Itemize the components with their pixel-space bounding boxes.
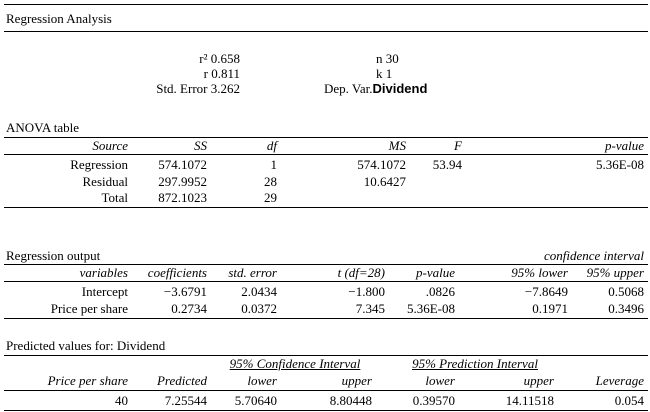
table-row-cell: 574.1072 <box>357 157 406 172</box>
table-row-cell: Regression <box>70 157 128 172</box>
table-row-cell: −7.8649 <box>524 284 568 299</box>
predicted-header-rule <box>4 390 648 391</box>
table-row-cell: 0.3496 <box>608 301 644 316</box>
table-row-cell: 0.5068 <box>608 284 644 299</box>
predicted-header-ci-lower: lower <box>247 373 277 388</box>
table-row-cell: −3.6791 <box>163 284 207 299</box>
table-row-cell: Price per share <box>50 301 128 316</box>
regression-header-variables: variables <box>79 265 128 280</box>
table-row-cell: Intercept <box>81 284 128 299</box>
r-squared: r² 0.658 <box>199 51 240 66</box>
predicted-bottom-rule <box>4 410 648 411</box>
table-row-cell: 1 <box>270 157 278 172</box>
confidence-interval-heading: 95% Confidence Interval <box>229 356 361 371</box>
table-row-cell: Total <box>101 190 128 205</box>
prediction-interval-heading: 95% Prediction Interval <box>412 356 538 371</box>
regression-bottom-rule <box>4 318 648 319</box>
regression-header-95-upper: 95% upper <box>586 265 644 280</box>
table-row-cell: 8.80448 <box>329 393 372 408</box>
title-rule <box>4 31 648 32</box>
table-row-cell: 14.11518 <box>505 393 554 408</box>
table-row-cell: 40 <box>115 393 128 408</box>
std-error: Std. Error 3.262 <box>156 81 240 96</box>
table-row-cell: 10.6427 <box>363 174 406 189</box>
anova-header-f: F <box>454 138 462 153</box>
predicted-header-price: Price per share <box>47 373 128 388</box>
dep-var-value: Dividend <box>372 81 428 96</box>
anova-header-ms: MS <box>388 138 406 153</box>
regression-header-coefficients: coefficients <box>147 265 207 280</box>
predicted-header-pi-upper: upper <box>523 373 554 388</box>
regression-header-std-error: std. error <box>228 265 277 280</box>
table-row-cell: 0.054 <box>614 393 644 408</box>
table-row-cell: 574.1072 <box>158 157 207 172</box>
table-row-cell: 0.1971 <box>532 301 568 316</box>
table-row-cell: 7.25544 <box>164 393 207 408</box>
anova-header-pvalue: p-value <box>605 138 644 153</box>
table-row-cell: 5.36E-08 <box>406 301 455 316</box>
table-row-cell: 5.36E-08 <box>595 157 644 172</box>
confidence-interval-label: confidence interval <box>544 248 644 263</box>
predicted-header-leverage: Leverage <box>595 373 644 388</box>
table-row-cell: 297.9952 <box>158 174 207 189</box>
table-row-cell: .0826 <box>425 284 455 299</box>
table-row-cell: 0.2734 <box>171 301 207 316</box>
predicted-header-predicted: Predicted <box>156 373 207 388</box>
anova-header-source: Source <box>92 138 128 153</box>
predicted-header-pi-lower: lower <box>425 373 455 388</box>
dep-var: Dep. Var.Dividend <box>324 81 427 96</box>
table-row-cell: 872.1023 <box>158 190 207 205</box>
table-row-cell: 29 <box>264 190 277 205</box>
anova-bottom-rule <box>4 207 648 208</box>
table-row-cell: 0.39570 <box>412 393 455 408</box>
anova-header-df: df <box>266 138 277 153</box>
predicted-header-ci-upper: upper <box>341 373 372 388</box>
page-title: Regression Analysis <box>6 11 112 26</box>
table-row-cell: 0.0372 <box>241 301 277 316</box>
regression-header-rule <box>4 281 648 282</box>
top-rule <box>4 4 648 5</box>
r-value: r 0.811 <box>203 66 240 81</box>
predicted-title: Predicted values for: Dividend <box>6 338 166 353</box>
anova-header-rule <box>4 154 648 155</box>
table-row-cell: Residual <box>82 174 129 189</box>
k-value: k 1 <box>376 66 393 81</box>
regression-top-rule <box>4 264 648 265</box>
regression-header-95-lower: 95% lower <box>511 265 568 280</box>
regression-title: Regression output <box>6 248 101 263</box>
n-value: n 30 <box>376 51 399 66</box>
regression-header-pvalue: p-value <box>416 265 455 280</box>
table-row-cell: 28 <box>264 174 277 189</box>
regression-header-t: t (df=28) <box>337 265 385 280</box>
table-row-cell: 5.70640 <box>234 393 277 408</box>
table-row-cell: −1.800 <box>348 284 385 299</box>
table-row-cell: 53.94 <box>432 157 462 172</box>
table-row-cell: 2.0434 <box>241 284 277 299</box>
anova-title: ANOVA table <box>6 120 80 135</box>
dep-var-label: Dep. Var. <box>324 81 373 96</box>
table-row-cell: 7.345 <box>355 301 385 316</box>
predicted-top-rule <box>4 355 648 356</box>
anova-header-ss: SS <box>194 138 207 153</box>
anova-top-rule <box>4 137 648 138</box>
